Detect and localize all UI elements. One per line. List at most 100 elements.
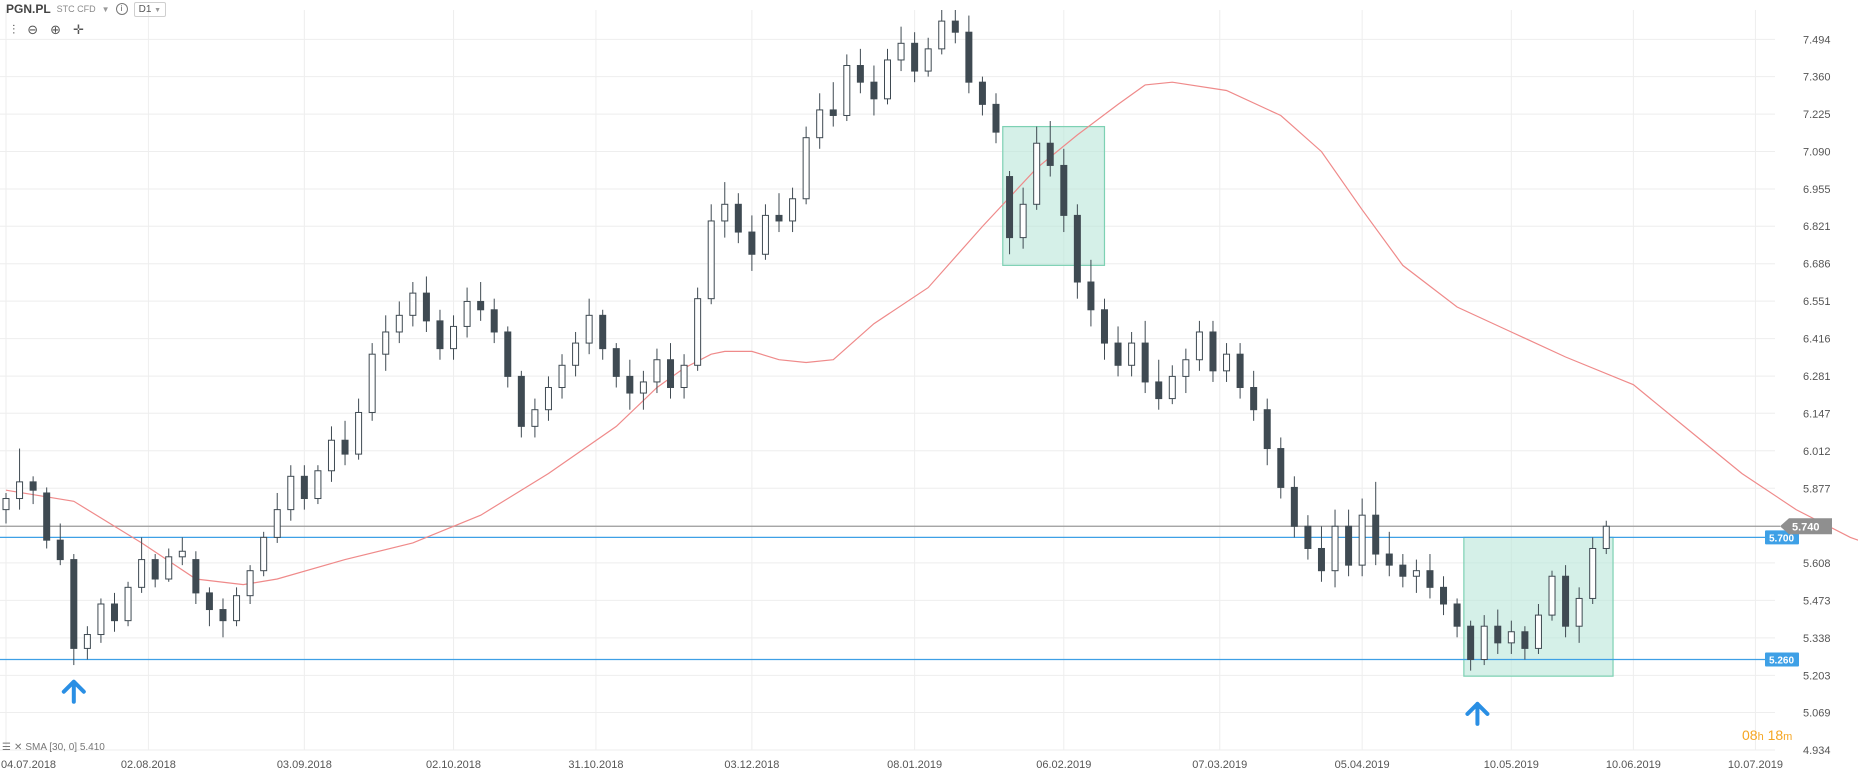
candle: [450, 315, 458, 360]
candle: [463, 287, 471, 338]
candle: [829, 82, 837, 127]
candle-body: [1073, 214, 1081, 283]
candle-body: [1548, 575, 1556, 616]
hamburger-icon[interactable]: ☰: [2, 742, 11, 753]
candle-body: [165, 556, 173, 580]
candle: [1236, 343, 1244, 399]
candle-body: [1562, 575, 1570, 627]
candle: [1195, 320, 1203, 371]
info-circle-icon[interactable]: i: [115, 3, 128, 15]
candle: [870, 65, 878, 116]
candle: [219, 598, 227, 638]
y-tick-label: 5.877: [1803, 483, 1831, 495]
candle-body: [1602, 525, 1610, 549]
candle-body: [1209, 331, 1217, 372]
close-icon[interactable]: ✕: [13, 742, 23, 753]
x-tick-label: 10.05.2019: [1484, 759, 1539, 771]
price-axis[interactable]: 7.494 7.360 7.225 7.090 6.955 6.821 6.686 6.551…: [1765, 34, 1832, 757]
candle-body: [1480, 625, 1488, 661]
zoom-out-icon[interactable]: ⊖: [27, 22, 39, 37]
candle-body: [1467, 625, 1475, 661]
candle: [56, 523, 64, 566]
candle: [110, 592, 118, 632]
timer-m-unit: m: [1783, 731, 1793, 743]
candle: [1073, 204, 1081, 299]
time-axis[interactable]: 04.07.2018 02.08.2018 03.09.2018 02.10.2018…: [1, 759, 1858, 771]
current-price-badge[interactable]: [1780, 518, 1832, 535]
candle-body: [1507, 631, 1515, 644]
candle: [897, 26, 905, 72]
candle-body: [192, 559, 200, 594]
candle-body: [504, 331, 512, 377]
candle-body: [1385, 553, 1393, 566]
candle-body: [1236, 353, 1244, 388]
candle-body: [1060, 164, 1068, 216]
candle-body: [884, 59, 891, 100]
candle-body: [2, 498, 10, 511]
candle: [395, 301, 403, 344]
candle: [1372, 481, 1380, 566]
candle: [1100, 298, 1108, 360]
timeframe-value: D1: [138, 3, 152, 15]
candle: [2, 492, 10, 524]
candle: [1426, 554, 1434, 599]
candle-body: [1168, 375, 1176, 400]
x-tick-label: 05.04.2019: [1335, 759, 1390, 771]
candle-body: [1399, 564, 1407, 577]
candle-body: [450, 325, 458, 350]
symbol-label[interactable]: PGN.PL: [6, 2, 51, 16]
candle: [382, 315, 390, 371]
candle-body: [43, 492, 51, 541]
candle: [409, 282, 417, 327]
highlight-zones: [1002, 125, 1614, 677]
candle: [978, 76, 986, 116]
candle-body: [138, 559, 146, 588]
level-price-badge[interactable]: [1765, 652, 1799, 667]
candle-body: [1141, 342, 1149, 383]
y-tick-label: 6.686: [1803, 259, 1831, 271]
candle: [436, 309, 444, 360]
crosshair-icon[interactable]: ✛: [73, 22, 84, 37]
candle-body: [1589, 547, 1597, 599]
candle-body: [667, 359, 675, 388]
candle-body: [992, 103, 1000, 133]
candle-body: [83, 634, 91, 649]
candle: [287, 465, 295, 521]
candle-body: [97, 603, 105, 636]
candle-body: [1331, 525, 1339, 572]
chart-header: PGN.PL STC CFD ▼ i D1 ▼: [0, 0, 167, 18]
y-tick-label: 6.012: [1803, 446, 1831, 458]
candle-body: [219, 609, 227, 622]
instrument-type: STC CFD: [56, 4, 96, 14]
candle: [1358, 498, 1366, 577]
candle: [1209, 320, 1217, 382]
candle-body: [422, 292, 430, 322]
candle-body: [490, 309, 498, 333]
candle-body: [273, 509, 281, 538]
candle: [1562, 565, 1570, 638]
candle: [1168, 365, 1176, 405]
candle-body: [1195, 331, 1203, 361]
candle-body: [938, 20, 946, 50]
candle: [721, 182, 729, 238]
chart-type-icon[interactable]: ⫶: [12, 22, 16, 37]
candle-body: [1372, 514, 1380, 555]
candle: [151, 554, 159, 588]
y-tick-label: 5.473: [1803, 595, 1831, 607]
candle: [843, 54, 851, 122]
candle-body: [517, 375, 525, 427]
candle-body: [1033, 142, 1041, 205]
candle: [1548, 570, 1556, 621]
candle: [694, 287, 702, 371]
chevron-down-icon[interactable]: ▼: [101, 4, 110, 14]
candle-timer: 08h 18m: [1742, 727, 1792, 743]
arrow-shape: [61, 679, 86, 704]
candle: [192, 551, 200, 604]
zoom-in-icon[interactable]: ⊕: [50, 22, 62, 37]
candle-body: [572, 342, 580, 366]
y-tick-label: 6.955: [1803, 184, 1831, 196]
candle: [165, 548, 173, 582]
timeframe-select[interactable]: D1 ▼: [133, 1, 167, 17]
candle: [789, 187, 797, 233]
